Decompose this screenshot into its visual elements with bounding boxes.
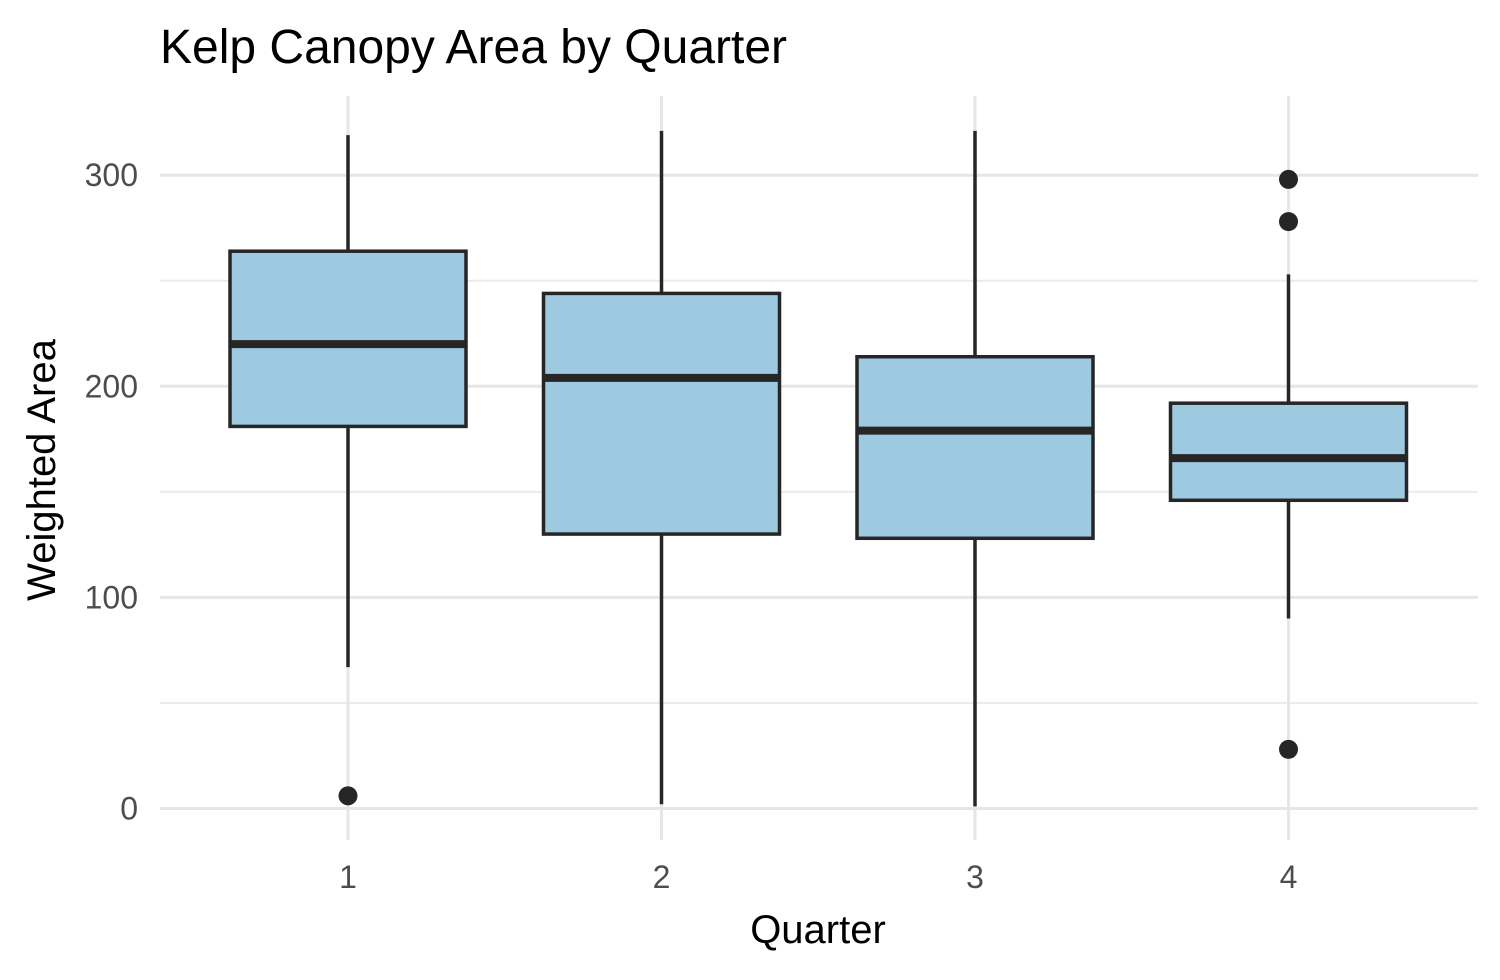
outlier-point: [338, 786, 358, 806]
chart-title: Kelp Canopy Area by Quarter: [160, 21, 787, 74]
outlier-point: [1279, 739, 1298, 759]
iqr-box: [541, 291, 782, 536]
iqr-box: [1168, 401, 1409, 503]
box-group: [1168, 169, 1409, 759]
x-tick-label: 3: [966, 859, 984, 895]
box-layer: [228, 130, 1409, 807]
y-tick-label: 200: [85, 368, 138, 404]
y-tick-label: 0: [120, 791, 138, 827]
y-tick-label: 100: [85, 579, 138, 615]
tick-layer: 0 100 200 300 1 2 3 4: [85, 157, 1298, 895]
x-tick-label: 1: [339, 859, 357, 895]
x-tick-label: 4: [1280, 859, 1298, 895]
y-tick-label: 300: [85, 157, 138, 193]
box-group: [541, 130, 782, 805]
box-group: [228, 135, 468, 806]
y-axis-title: Weighted Area: [20, 338, 64, 600]
x-tick-label: 2: [653, 859, 671, 895]
iqr-box: [855, 354, 1095, 541]
outlier-point: [1279, 212, 1298, 232]
iqr-box: [228, 249, 468, 429]
outlier-point: [1279, 169, 1298, 189]
x-axis-title: Quarter: [750, 908, 886, 952]
box-group: [855, 130, 1095, 807]
